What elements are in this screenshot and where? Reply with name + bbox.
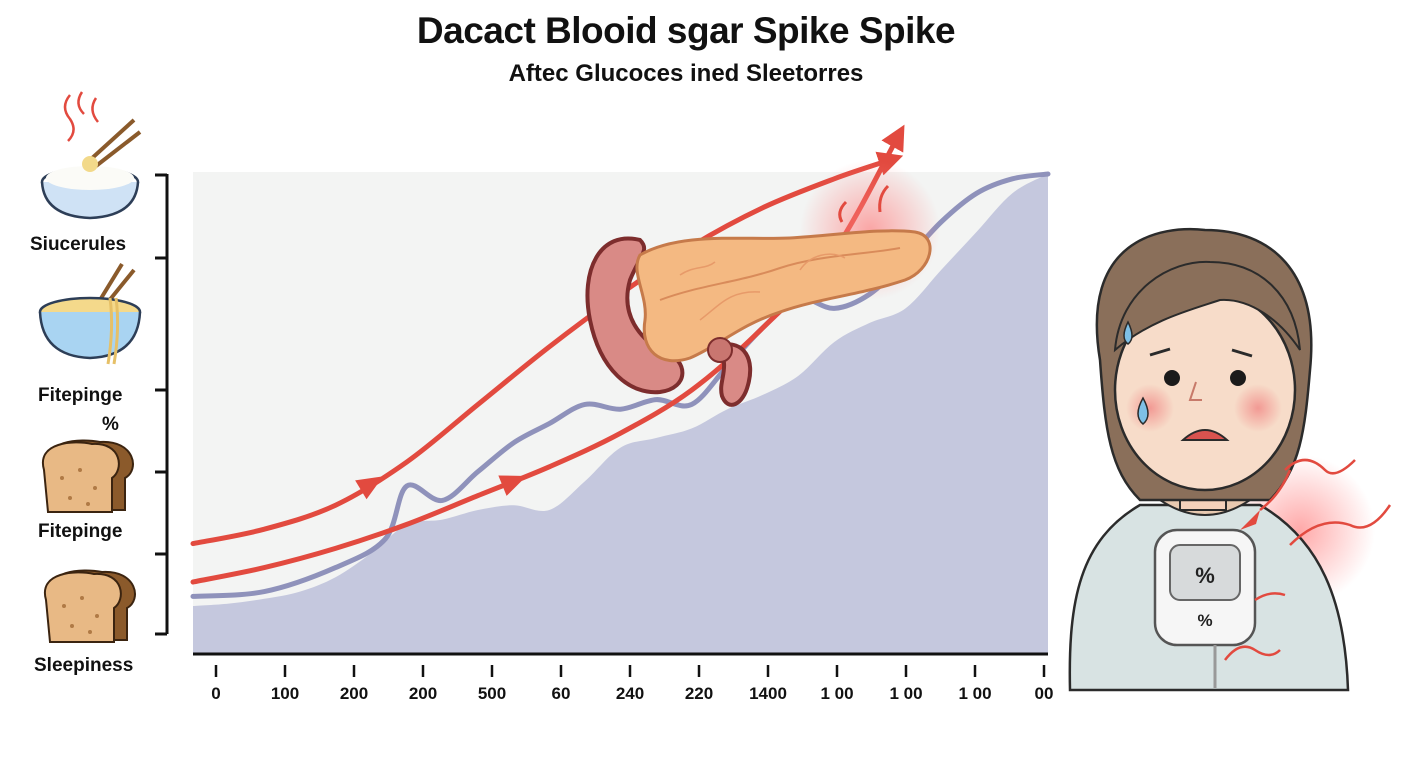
area-fill xyxy=(193,174,1048,654)
x-tick-label: 1 00 xyxy=(889,684,922,703)
sleepy-person-illustration: % % xyxy=(1068,227,1392,692)
x-tick-label: 200 xyxy=(409,684,437,703)
food-label-3: Fitepinge xyxy=(38,521,123,542)
pancreas-illustration xyxy=(585,160,940,407)
meter-bottom-text: % xyxy=(1197,611,1212,630)
bread-slice-icon xyxy=(41,439,134,513)
meter-display-text: % xyxy=(1195,563,1215,588)
x-tick-label: 100 xyxy=(271,684,299,703)
x-tick-label: 220 xyxy=(685,684,713,703)
y-ticks xyxy=(155,173,167,636)
food-label-2: Fitepinge xyxy=(38,385,123,406)
bread-slice-icon xyxy=(43,569,136,643)
food-label-percent: % xyxy=(102,414,119,435)
trend-arrow-mid-head xyxy=(498,475,527,496)
noodle-bowl-icon xyxy=(38,262,142,365)
x-tick-label: 1 00 xyxy=(958,684,991,703)
trend-arrow-mid-head xyxy=(355,476,384,500)
x-tick-label: 1400 xyxy=(749,684,787,703)
chart-subtitle: Aftec Glucoces ined Sleetorres xyxy=(508,60,864,87)
x-ticks: 0 100 200 200 500 60 240 220 1400 1 00 1 00 1 00 00 xyxy=(211,665,1053,703)
food-label-4: Sleepiness xyxy=(34,655,134,676)
x-tick-label: 240 xyxy=(616,684,644,703)
x-tick-label: 1 00 xyxy=(820,684,853,703)
x-tick-label: 500 xyxy=(478,684,506,703)
x-tick-label: 00 xyxy=(1035,684,1054,703)
food-label-1: Siucerules xyxy=(30,234,127,255)
x-tick-label: 0 xyxy=(211,684,220,703)
x-tick-label: 200 xyxy=(340,684,368,703)
trend-arrow-1 xyxy=(190,151,904,547)
area-series xyxy=(193,174,1048,654)
x-tick-label: 60 xyxy=(552,684,571,703)
rice-bowl-icon xyxy=(40,91,142,220)
chart-title: Dacact Blooid sgar Spike Spike xyxy=(416,10,956,51)
